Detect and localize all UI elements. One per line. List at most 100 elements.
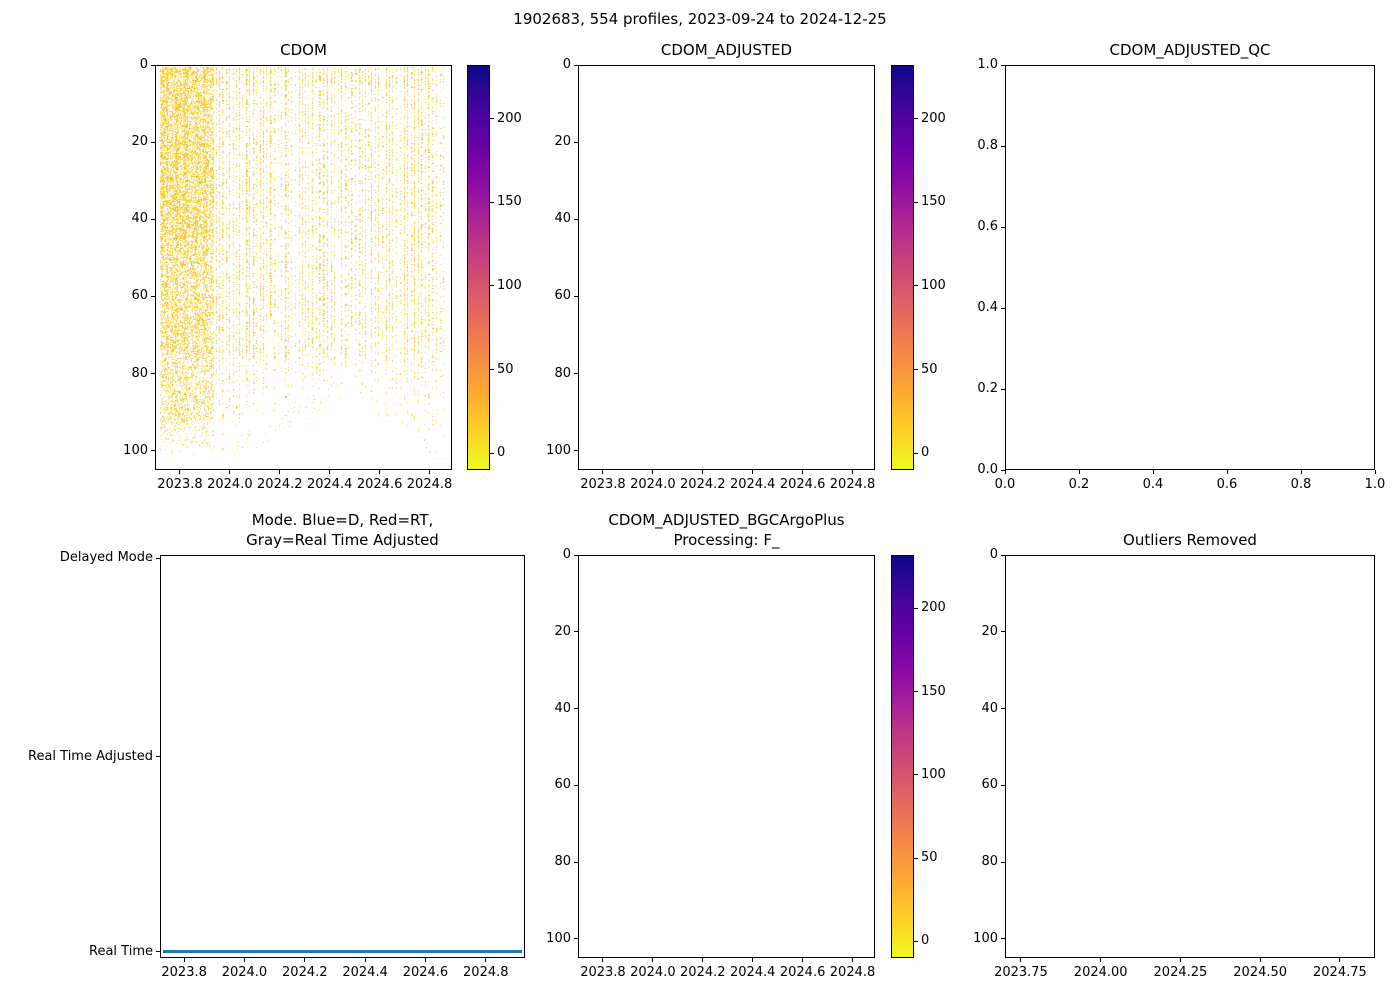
x-tick-mark: [179, 470, 181, 474]
colorbar-tick-label: 0: [497, 445, 506, 461]
colorbar-tick-mark: [914, 201, 918, 203]
x-tick-label: 0.6: [1216, 477, 1238, 492]
x-tick-label: 2023.8: [580, 965, 626, 980]
x-tick-mark: [1152, 470, 1154, 474]
x-tick-mark: [1300, 470, 1302, 474]
y-tick-label: 80: [981, 854, 998, 870]
colorbar-tick-label: 200: [921, 600, 946, 616]
y-tick-label: 0.6: [977, 219, 998, 234]
x-tick-label: 0.8: [1290, 477, 1312, 492]
cdom-scatter-canvas: [156, 66, 451, 469]
x-tick-mark: [1179, 958, 1181, 962]
x-tick-mark: [1004, 470, 1006, 474]
axes-frame: [578, 555, 875, 958]
x-tick-label: 2024.6: [402, 965, 449, 980]
x-tick-label: 2024.0: [630, 477, 676, 492]
x-tick-mark: [1078, 470, 1080, 474]
y-tick-label: 0.0: [977, 462, 998, 477]
x-tick-label: 2024.8: [406, 477, 453, 492]
y-tick-mark: [156, 756, 160, 757]
x-tick-mark: [752, 958, 754, 962]
colorbar-tick-mark: [490, 201, 494, 203]
colorbar-tick-mark: [914, 774, 918, 776]
colorbar-tick-label: 0: [921, 445, 930, 461]
subplot-mode: Mode. Blue=D, Red=RT, Gray=Real Time Adj…: [28, 511, 525, 980]
x-tick-mark: [379, 470, 381, 474]
y-category-label: Delayed Mode: [59, 550, 153, 566]
axes-frame: [160, 555, 525, 958]
x-tick-mark: [1339, 958, 1341, 962]
x-tick-label: 2024.8: [829, 965, 876, 980]
x-tick-mark: [1259, 958, 1261, 962]
y-tick-label: 40: [981, 700, 998, 716]
axes-frame: [1005, 65, 1375, 470]
x-tick-mark: [485, 958, 487, 962]
y-tick-mark: [1001, 145, 1005, 147]
y-tick-label: 20: [554, 623, 571, 639]
colorbar-cdom_adj: [891, 65, 914, 470]
y-tick-mark: [151, 64, 155, 66]
colorbar-tick-mark: [914, 940, 918, 942]
colorbar-tick-mark: [490, 369, 494, 371]
colorbar-tick-mark: [490, 285, 494, 287]
x-tick-label: 0.4: [1142, 477, 1164, 492]
y-category-label: Real Time: [89, 943, 153, 959]
figure-title: 1902683, 554 profiles, 2023-09-24 to 202…: [513, 10, 887, 28]
x-tick-mark: [183, 958, 185, 962]
colorbar-tick-label: 0: [921, 933, 930, 949]
y-tick-mark: [574, 218, 578, 220]
y-tick-label: 0.2: [977, 381, 998, 396]
x-tick-label: 2024.50: [1233, 965, 1288, 980]
subplot-title: Mode. Blue=D, Red=RT, Gray=Real Time Adj…: [246, 511, 439, 549]
subplot-title: CDOM_ADJUSTED_BGCArgoPlus Processing: F_: [608, 511, 845, 549]
y-tick-label: 100: [546, 930, 571, 946]
colorbar-tick-mark: [914, 857, 918, 859]
x-tick-mark: [424, 958, 426, 962]
y-tick-mark: [1001, 554, 1005, 556]
x-tick-label: 2024.0: [221, 965, 268, 980]
x-tick-mark: [702, 470, 704, 474]
x-tick-label: 2024.4: [306, 477, 353, 492]
y-tick-mark: [151, 218, 155, 220]
x-tick-label: 2024.4: [729, 477, 776, 492]
colorbar-tick-label: 200: [921, 110, 946, 126]
x-tick-label: 2024.2: [282, 965, 328, 980]
x-tick-mark: [602, 958, 604, 962]
x-tick-label: 2023.8: [161, 965, 207, 980]
x-tick-mark: [279, 470, 281, 474]
colorbar-tick-label: 100: [497, 277, 522, 293]
y-tick-mark: [1001, 388, 1005, 390]
y-tick-label: 0: [562, 547, 571, 562]
x-tick-label: 2024.75: [1313, 965, 1367, 980]
y-tick-label: 40: [554, 700, 571, 716]
x-tick-mark: [429, 470, 431, 474]
colorbar-tick-mark: [914, 691, 918, 693]
x-tick-mark: [243, 958, 245, 962]
y-tick-mark: [574, 64, 578, 66]
y-tick-label: 80: [554, 854, 571, 870]
y-tick-mark: [574, 450, 578, 452]
y-tick-mark: [151, 450, 155, 452]
x-tick-mark: [229, 470, 231, 474]
x-tick-mark: [802, 470, 804, 474]
colorbar-tick-label: 200: [497, 110, 522, 126]
x-tick-label: 2024.2: [680, 477, 726, 492]
y-tick-mark: [1001, 784, 1005, 786]
x-tick-label: 2024.0: [630, 965, 676, 980]
colorbar-tick-label: 150: [921, 194, 946, 210]
subplot-title: CDOM: [280, 40, 327, 59]
colorbar-tick-label: 50: [497, 361, 514, 377]
colorbar-tick-mark: [490, 118, 494, 120]
x-tick-mark: [852, 958, 854, 962]
y-tick-mark: [1001, 64, 1005, 66]
x-tick-label: 2024.8: [829, 477, 876, 492]
x-tick-label: 2024.25: [1153, 965, 1208, 980]
y-tick-label: 0.8: [977, 138, 998, 153]
x-tick-mark: [852, 470, 854, 474]
subplot-title: CDOM_ADJUSTED_QC: [1109, 40, 1271, 59]
x-tick-label: 2024.0: [207, 477, 253, 492]
colorbar-tick-label: 150: [921, 683, 946, 699]
colorbar-tick-mark: [914, 452, 918, 454]
colorbar-tick-mark: [914, 118, 918, 120]
